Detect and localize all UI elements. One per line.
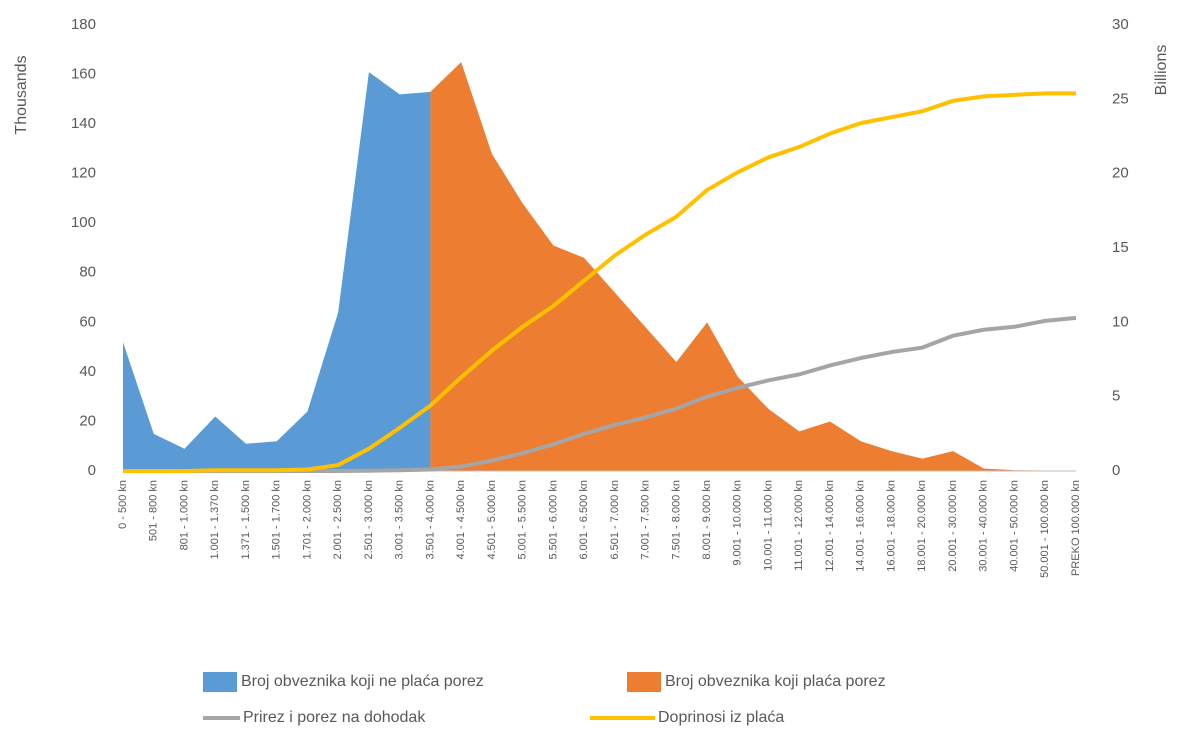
x-tick-label: 7.501 - 8.000 kn: [670, 480, 682, 560]
x-tick-label: 4.001 - 4.500 kn: [455, 480, 467, 560]
x-tick-label: 30.001 - 40.000 kn: [978, 480, 990, 572]
legend-label: Broj obveznika koji ne plaća porez: [241, 673, 484, 690]
y2-tick-label: 15: [1112, 239, 1129, 256]
x-tick-label: 9.001 - 10.000 kn: [732, 480, 744, 566]
x-tick-label: 801 - 1.000 kn: [178, 480, 190, 550]
y-tick-label: 20: [79, 412, 96, 429]
x-tick-label: 1.501 - 1.700 kn: [271, 480, 283, 560]
x-tick-label: 16.001 - 18.000 kn: [885, 480, 897, 572]
x-tick-label: 501 - 800 kn: [148, 480, 160, 541]
y-tick-label: 100: [71, 214, 96, 231]
x-tick-label: 11.001 - 12.000 kn: [793, 480, 805, 571]
x-tick-label: 4.501 - 5.000 kn: [486, 480, 498, 560]
x-tick-label: 12.001 - 14.000 kn: [824, 480, 836, 572]
line: [123, 91, 1076, 473]
x-tick-label: 6.001 - 6.500 kn: [578, 480, 590, 560]
x-tick-label: 10.001 - 11.000 kn: [762, 480, 774, 571]
y-tick-label: 40: [79, 363, 96, 380]
x-tick-label: 14.001 - 16.000 kn: [855, 480, 867, 572]
y-axis-title: Thousands: [13, 55, 30, 134]
y2-tick-label: 25: [1112, 90, 1129, 107]
x-tick-label: 6.501 - 7.000 kn: [609, 480, 621, 560]
y-tick-label: 80: [79, 264, 96, 281]
x-tick-label: PREKO 100.000 kn: [1070, 480, 1082, 576]
y2-tick-label: 0: [1112, 462, 1120, 479]
legend-swatch: [627, 672, 661, 692]
legend-label: Doprinosi iz plaća: [658, 709, 784, 726]
x-tick-label: 20.001 - 30.000 kn: [947, 480, 959, 572]
x-tick-label: 1.371 - 1.500 kn: [240, 480, 252, 560]
x-tick-label: 3.501 - 4.000 kn: [424, 480, 436, 560]
y-tick-label: 120: [71, 165, 96, 182]
y2-tick-label: 5: [1112, 388, 1120, 405]
y2-axis-title: Billions: [1153, 45, 1170, 96]
x-tick-label: 3.001 - 3.500 kn: [394, 480, 406, 560]
x-tick-label: 7.001 - 7.500 kn: [640, 480, 652, 560]
y-tick-label: 140: [71, 115, 96, 132]
x-tick-label: 2.501 - 3.000 kn: [363, 480, 375, 560]
x-tick-label: 18.001 - 20.000 kn: [916, 480, 928, 572]
legend-label: Prirez i porez na dohodak: [243, 709, 426, 726]
x-tick-label: 50.001 - 100.000 kn: [1039, 480, 1051, 578]
x-tick-label: 0 - 500 kn: [117, 480, 129, 529]
legend-swatch: [203, 672, 237, 692]
area: [123, 72, 431, 472]
x-tick-label: 5.501 - 6.000 kn: [547, 480, 559, 560]
x-tick-label: 1.001 - 1.370 kn: [209, 480, 221, 560]
x-tick-label: 2.001 - 2.500 kn: [332, 480, 344, 560]
y2-tick-label: 20: [1112, 165, 1129, 182]
y-tick-label: 160: [71, 66, 96, 83]
area: [430, 62, 1077, 472]
y-tick-label: 180: [71, 16, 96, 33]
legend-label: Broj obveznika koji plaća porez: [665, 673, 886, 690]
y-tick-label: 60: [79, 313, 96, 330]
y2-tick-label: 10: [1112, 313, 1129, 330]
x-tick-label: 8.001 - 9.000 kn: [701, 480, 713, 560]
y-tick-label: 0: [88, 462, 96, 479]
y2-tick-label: 30: [1112, 16, 1129, 33]
x-tick-label: 1.701 - 2.000 kn: [301, 480, 313, 560]
x-tick-label: 40.001 - 50.000 kn: [1008, 480, 1020, 572]
x-tick-label: 5.001 - 5.500 kn: [517, 480, 529, 560]
